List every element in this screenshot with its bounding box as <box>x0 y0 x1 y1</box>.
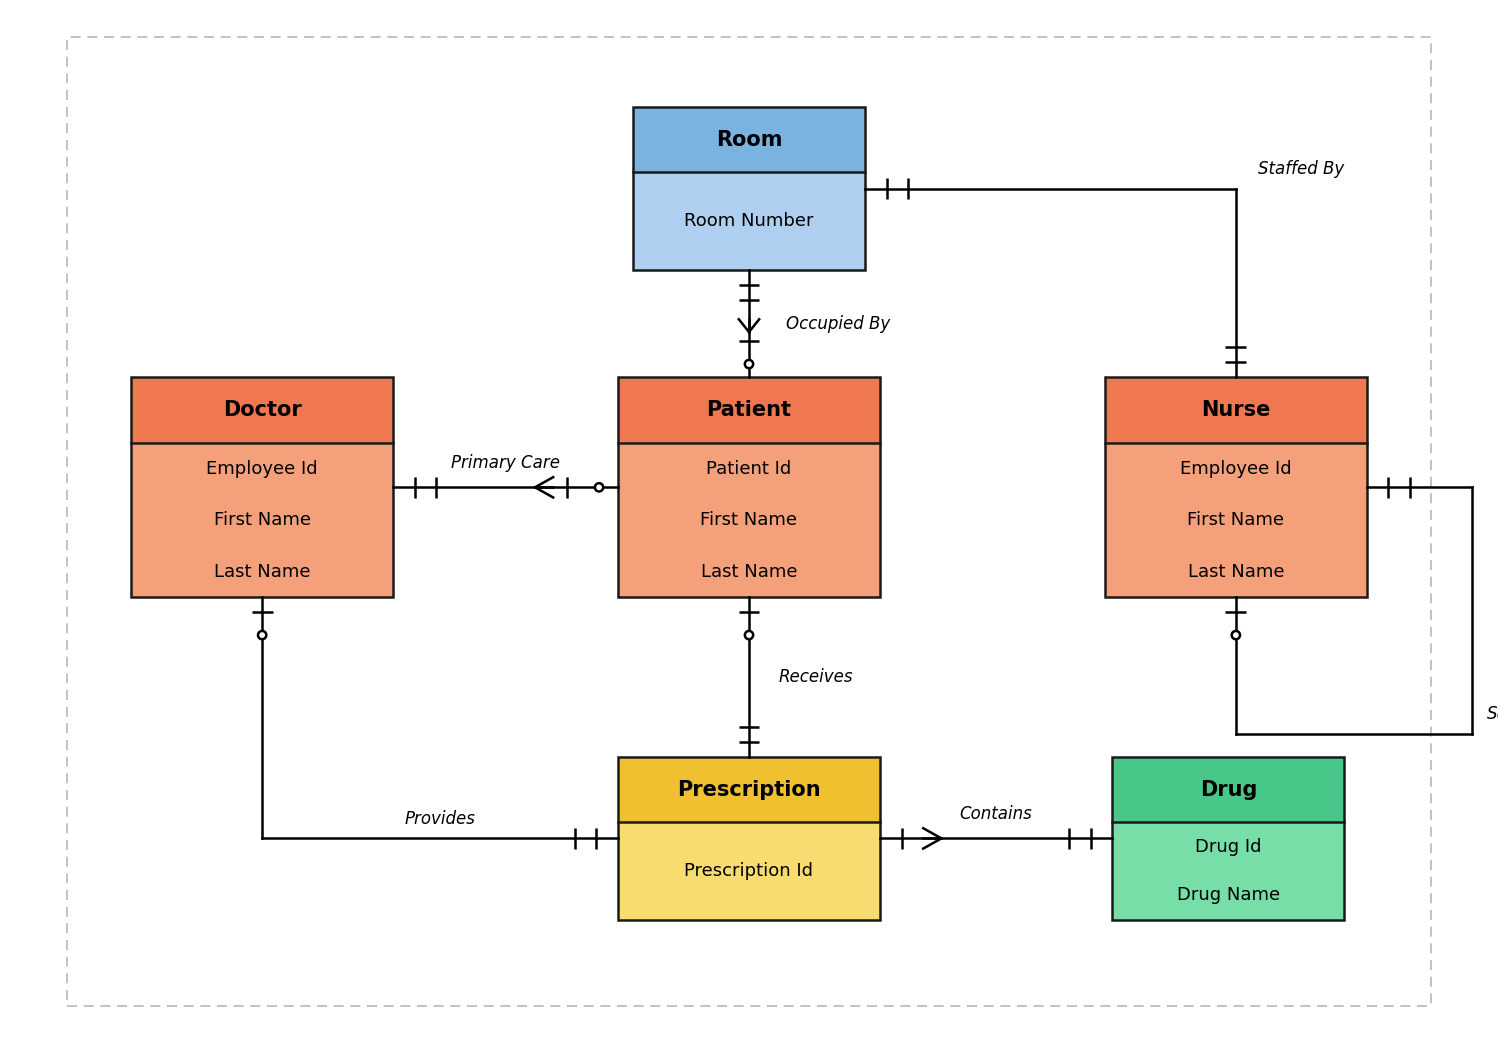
Bar <box>1104 377 1366 443</box>
Bar <box>1112 757 1345 920</box>
Text: Doctor: Doctor <box>223 400 301 420</box>
Text: First Name: First Name <box>701 511 797 529</box>
Bar <box>1112 822 1345 920</box>
Bar <box>1112 757 1345 822</box>
Text: Provides: Provides <box>404 810 475 828</box>
Ellipse shape <box>258 631 267 639</box>
Text: Drug: Drug <box>1200 780 1257 800</box>
Text: Patient Id: Patient Id <box>707 460 791 478</box>
Text: Supervises: Supervises <box>1486 705 1498 723</box>
Text: Last Name: Last Name <box>1188 563 1284 581</box>
Text: Employee Id: Employee Id <box>207 460 318 478</box>
Bar <box>632 173 866 270</box>
Bar <box>617 757 879 920</box>
Text: First Name: First Name <box>214 511 310 529</box>
Ellipse shape <box>745 359 753 368</box>
Text: Receives: Receives <box>779 669 854 686</box>
Text: Patient: Patient <box>707 400 791 420</box>
Ellipse shape <box>595 483 604 492</box>
Bar <box>632 108 866 270</box>
Ellipse shape <box>745 631 753 639</box>
Text: Last Name: Last Name <box>701 563 797 581</box>
Text: Employee Id: Employee Id <box>1180 460 1291 478</box>
Text: Drug Id: Drug Id <box>1195 837 1261 855</box>
Text: Room Number: Room Number <box>685 212 813 231</box>
Text: Last Name: Last Name <box>214 563 310 581</box>
Bar <box>1104 443 1366 597</box>
Text: Contains: Contains <box>960 805 1032 823</box>
Text: First Name: First Name <box>1188 511 1284 529</box>
Bar <box>617 377 879 443</box>
Bar <box>617 443 879 597</box>
Text: Occupied By: Occupied By <box>786 314 891 332</box>
Text: Drug Name: Drug Name <box>1177 887 1279 904</box>
Text: Prescription: Prescription <box>677 780 821 800</box>
Bar <box>132 377 392 597</box>
Bar <box>132 443 392 597</box>
Bar <box>132 377 392 443</box>
Text: Nurse: Nurse <box>1201 400 1270 420</box>
Text: Primary Care: Primary Care <box>451 454 560 472</box>
Bar <box>1104 377 1366 597</box>
Bar <box>617 757 879 822</box>
Bar <box>617 377 879 597</box>
Ellipse shape <box>1231 631 1240 639</box>
Bar <box>632 108 866 173</box>
Text: Prescription Id: Prescription Id <box>685 861 813 880</box>
Bar <box>617 822 879 920</box>
Text: Room: Room <box>716 130 782 150</box>
Text: Staffed By: Staffed By <box>1258 160 1345 178</box>
